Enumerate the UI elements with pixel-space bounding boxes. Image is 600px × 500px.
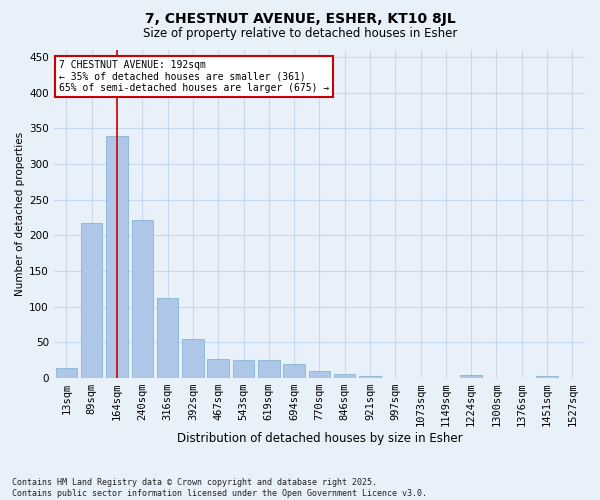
Text: 7, CHESTNUT AVENUE, ESHER, KT10 8JL: 7, CHESTNUT AVENUE, ESHER, KT10 8JL	[145, 12, 455, 26]
Y-axis label: Number of detached properties: Number of detached properties	[15, 132, 25, 296]
Text: Size of property relative to detached houses in Esher: Size of property relative to detached ho…	[143, 28, 457, 40]
X-axis label: Distribution of detached houses by size in Esher: Distribution of detached houses by size …	[176, 432, 462, 445]
Bar	[208, 360, 229, 378]
Bar	[258, 360, 280, 378]
Text: 7 CHESTNUT AVENUE: 192sqm
← 35% of detached houses are smaller (361)
65% of semi: 7 CHESTNUT AVENUE: 192sqm ← 35% of detac…	[59, 60, 329, 93]
Bar	[157, 298, 178, 378]
Bar	[334, 374, 355, 378]
Bar	[56, 368, 77, 378]
Bar	[308, 372, 330, 378]
Bar	[81, 223, 103, 378]
Bar	[283, 364, 305, 378]
Bar	[106, 136, 128, 378]
Bar	[233, 360, 254, 378]
Text: Contains HM Land Registry data © Crown copyright and database right 2025.
Contai: Contains HM Land Registry data © Crown c…	[12, 478, 427, 498]
Bar	[359, 376, 381, 378]
Bar	[460, 375, 482, 378]
Bar	[182, 340, 203, 378]
Bar	[536, 376, 558, 378]
Bar	[131, 220, 153, 378]
